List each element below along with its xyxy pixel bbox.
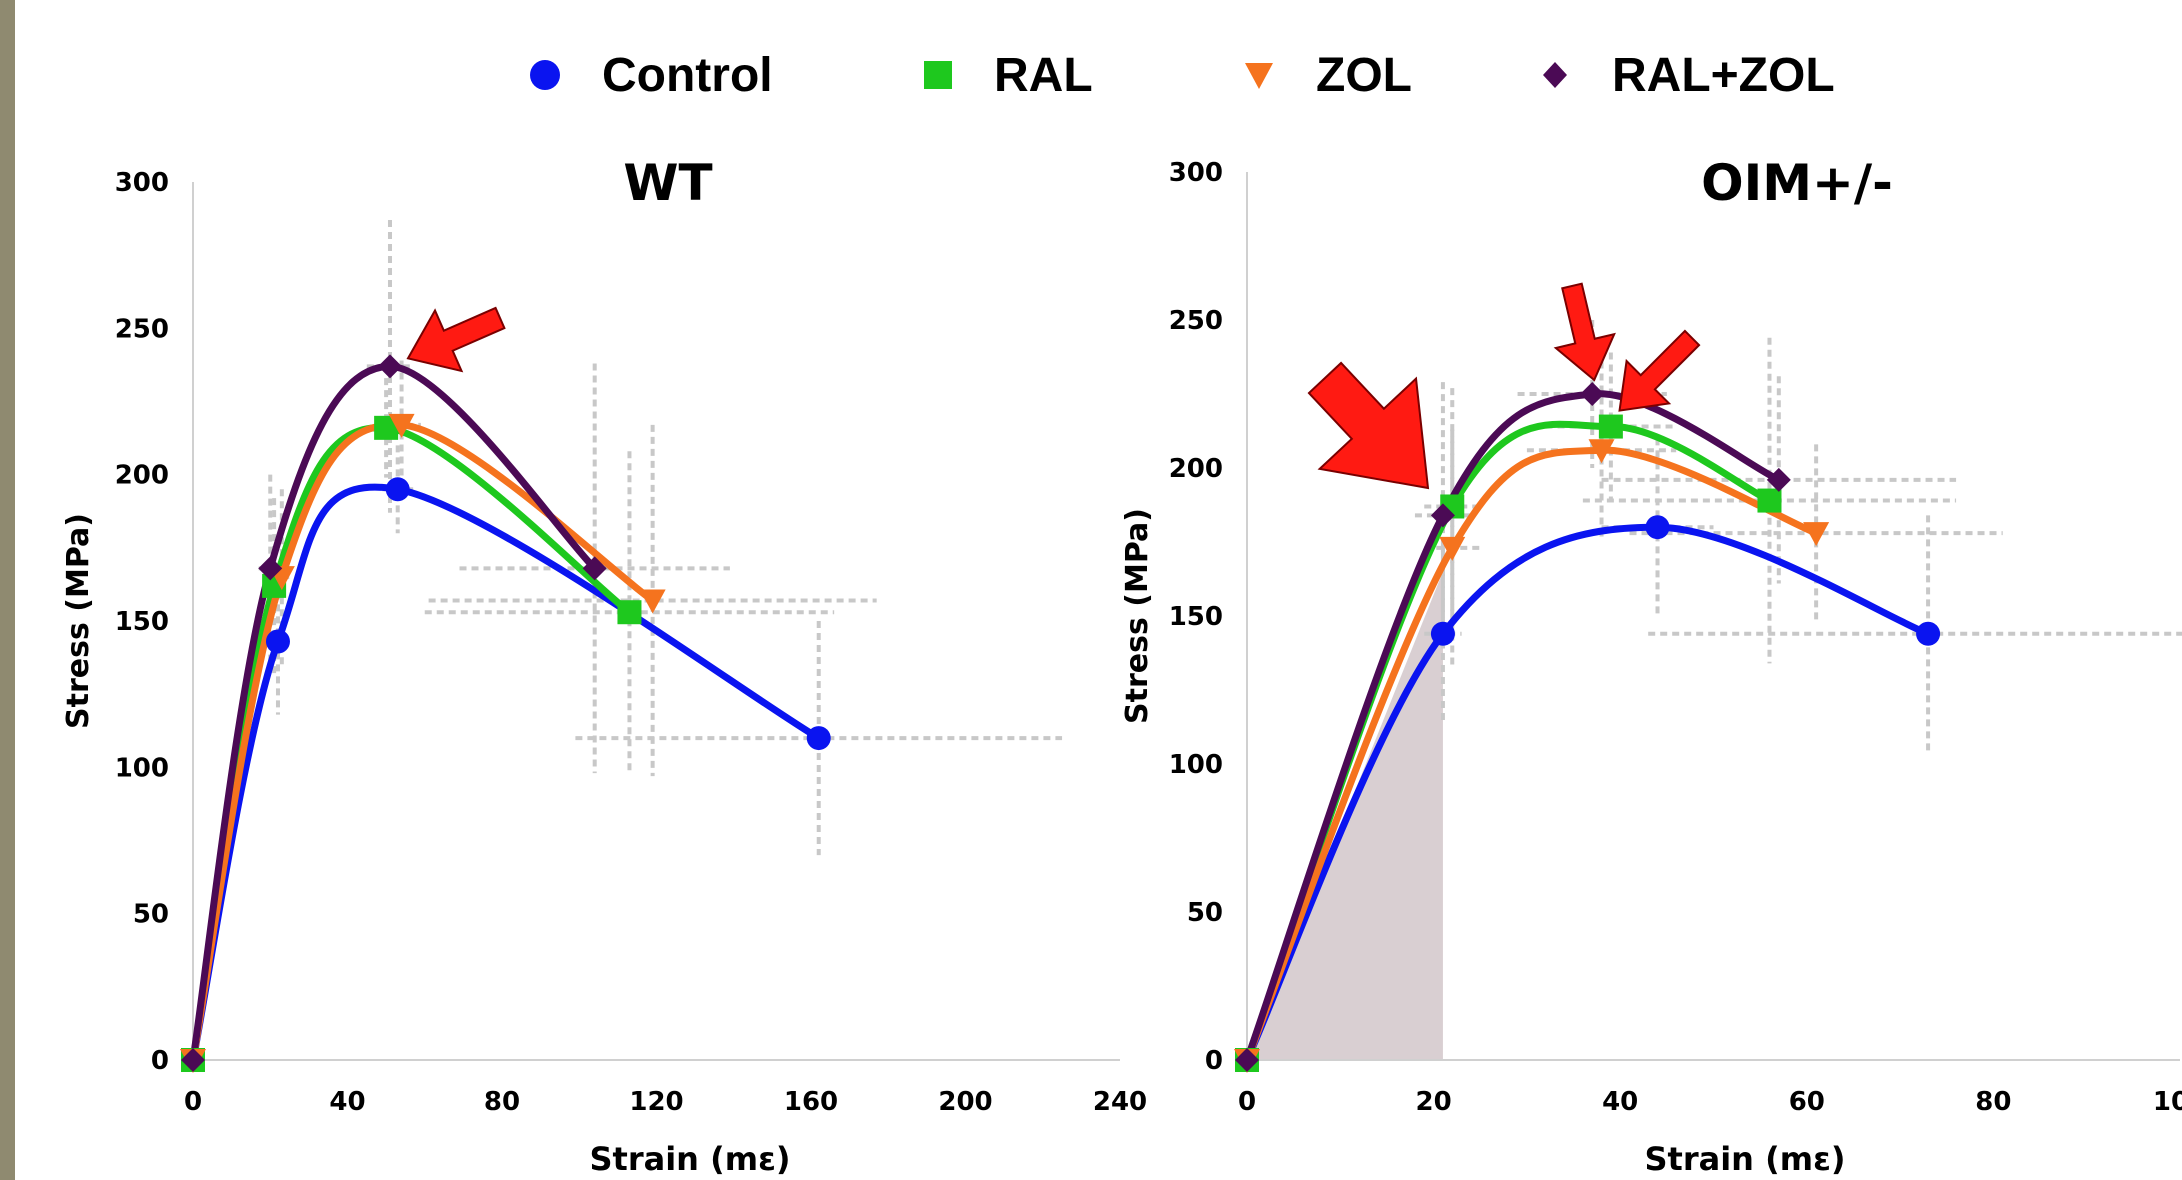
wt-x-tick-label: 80 xyxy=(484,1087,520,1117)
wt-point-control xyxy=(265,629,290,654)
oim-x-tick-label: 60 xyxy=(1789,1087,1825,1117)
oim-y-tick-label: 50 xyxy=(1187,898,1223,928)
oim-point-control xyxy=(1430,621,1455,646)
legend-item-control: Control xyxy=(528,40,773,110)
wt-y-axis-label: Stress (MPa) xyxy=(61,513,96,729)
oim-point-ral-zol xyxy=(1235,1048,1259,1072)
wt-y-tick-label: 0 xyxy=(151,1046,169,1076)
oim-x-tick-label: 0 xyxy=(1238,1087,1256,1117)
oim-point-ral xyxy=(1598,414,1623,439)
oim-point-ral-zol xyxy=(1766,467,1791,492)
wt-x-tick-label: 160 xyxy=(784,1087,838,1117)
oim-y-tick-label: 150 xyxy=(1169,602,1223,632)
legend: Control RAL ZOL RAL+ZOL xyxy=(0,40,2182,110)
legend-item-zol: ZOL xyxy=(1242,40,1412,110)
oim-y-tick-label: 300 xyxy=(1169,158,1223,188)
wt-point-ral-zol xyxy=(582,556,607,581)
legend-label-ral: RAL xyxy=(994,48,1093,102)
frame-strip xyxy=(0,0,15,1180)
wt-y-tick-label: 200 xyxy=(115,461,169,491)
wt-point-ral xyxy=(617,600,642,625)
oim-point-ral-zol xyxy=(1580,382,1605,406)
oim-x-tick-label: 100 xyxy=(2153,1087,2182,1117)
wt-point-ral-zol xyxy=(258,556,283,581)
oim-point-control xyxy=(1916,621,1941,646)
wt-arrow-ral-zol-peak xyxy=(406,306,506,373)
legend-marker-zol xyxy=(1245,63,1273,89)
legend-label-ral-zol: RAL+ZOL xyxy=(1612,48,1835,102)
oim-point-zol xyxy=(1803,522,1830,547)
oim-point-zol xyxy=(1588,439,1615,464)
oim-point-ral xyxy=(1757,488,1782,513)
oim-x-tick-label: 20 xyxy=(1416,1087,1452,1117)
wt-point-zol xyxy=(639,589,666,614)
oim-x-tick-label: 80 xyxy=(1975,1087,2011,1117)
wt-point-control xyxy=(806,726,831,751)
wt-y-tick-label: 50 xyxy=(133,900,169,930)
legend-label-zol: ZOL xyxy=(1316,48,1412,102)
wt-point-control xyxy=(385,477,410,502)
wt-y-tick-label: 300 xyxy=(115,168,169,198)
wt-y-tick-label: 150 xyxy=(115,607,169,637)
wt-chart-title: WT xyxy=(623,154,712,212)
oim-line-zol xyxy=(1243,446,1820,1064)
oim-y-tick-label: 250 xyxy=(1169,306,1223,336)
legend-marker-ral-zol xyxy=(1543,62,1567,88)
oim-y-axis-label: Stress (MPa) xyxy=(1120,508,1155,724)
wt-point-ral-zol xyxy=(377,354,402,379)
wt-x-tick-label: 240 xyxy=(1093,1087,1147,1117)
wt-point-zol xyxy=(388,413,415,438)
oim-y-tick-label: 200 xyxy=(1169,454,1223,484)
wt-x-axis-label: Strain (mε) xyxy=(589,1140,790,1178)
oim-x-axis-label: Strain (mε) xyxy=(1644,1140,1845,1178)
legend-marker-control xyxy=(530,60,560,90)
legend-item-ral-zol: RAL+ZOL xyxy=(1538,40,1835,110)
oim-line-ral-zol xyxy=(1243,390,1783,1064)
oim-line-control xyxy=(1243,523,1932,1064)
oim-point-control xyxy=(1645,515,1670,540)
oim-x-tick-label: 40 xyxy=(1602,1087,1638,1117)
wt-x-tick-label: 0 xyxy=(184,1087,202,1117)
oim-arrow-ral-peak xyxy=(1618,329,1701,412)
legend-marker-ral xyxy=(924,61,952,89)
oim-arrow-ral-zol-peak xyxy=(1553,282,1616,382)
wt-x-tick-label: 120 xyxy=(629,1087,683,1117)
wt-y-tick-label: 250 xyxy=(115,314,169,344)
oim-y-tick-label: 100 xyxy=(1169,750,1223,780)
wt-y-tick-label: 100 xyxy=(115,753,169,783)
oim-point-zol xyxy=(1439,536,1466,561)
oim-arrow-initial-slope xyxy=(1307,361,1430,490)
oim-chart-title: OIM+/- xyxy=(1701,154,1893,212)
oim-point-ral-zol xyxy=(1430,503,1455,528)
oim-y-tick-label: 0 xyxy=(1205,1046,1223,1076)
wt-point-ral-zol xyxy=(181,1048,205,1072)
wt-line-zol xyxy=(189,421,657,1064)
legend-label-control: Control xyxy=(602,48,773,102)
wt-x-tick-label: 200 xyxy=(938,1087,992,1117)
wt-line-ral-zol xyxy=(189,362,599,1064)
wt-x-tick-label: 40 xyxy=(329,1087,365,1117)
legend-item-ral: RAL xyxy=(922,40,1093,110)
